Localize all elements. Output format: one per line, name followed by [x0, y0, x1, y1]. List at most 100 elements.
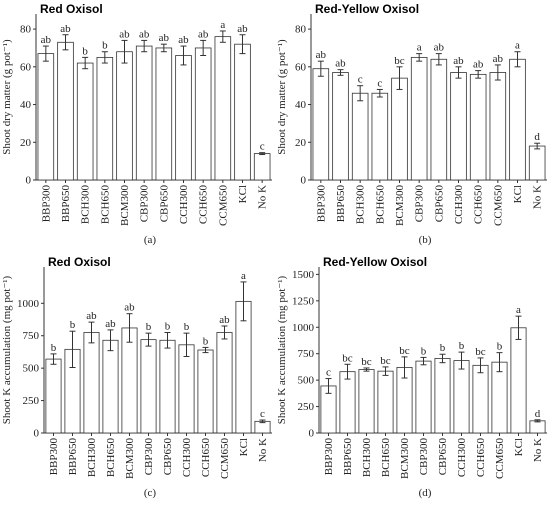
x-tick-label: CBP300 [418, 438, 430, 476]
x-tick-label: BCH650 [105, 438, 117, 478]
x-tick-label: CCH300 [456, 438, 468, 478]
y-tick-label: 1000 [17, 298, 40, 310]
x-tick-label: CBP300 [139, 185, 151, 223]
significance-letter: ab [237, 23, 248, 35]
y-tick-label: 80 [20, 24, 32, 36]
significance-letter: a [417, 42, 422, 54]
x-tick-label: BCH650 [380, 438, 392, 478]
significance-letter: d [534, 131, 540, 143]
bar [178, 344, 195, 434]
bar [469, 73, 487, 181]
panel-caption: (c) [144, 487, 157, 499]
significance-letter: c [326, 367, 331, 379]
significance-letter: b [102, 40, 108, 52]
significance-letter: ab [493, 53, 504, 65]
y-tick-label: 80 [295, 24, 307, 36]
x-tick-label: No K [257, 438, 269, 462]
significance-letter: ab [119, 28, 130, 40]
bar [453, 360, 470, 434]
bar [358, 369, 375, 434]
x-tick-label: BBP300 [40, 185, 52, 223]
bar [159, 339, 176, 434]
x-tick-label: CBP300 [414, 185, 426, 223]
bar [528, 145, 546, 181]
y-tick-label: 1000 [292, 322, 315, 334]
significance-letter: b [165, 320, 171, 332]
significance-letter: ab [335, 58, 346, 70]
y-tick-label: 60 [20, 61, 32, 73]
bar [371, 92, 389, 181]
x-tick-label: BBP650 [67, 438, 79, 476]
y-tick-label: 250 [23, 395, 40, 407]
bar [96, 56, 114, 181]
significance-letter: ab [316, 49, 327, 61]
bar [194, 47, 212, 181]
significance-letter: ab [124, 302, 135, 314]
x-tick-label: BCH300 [86, 438, 98, 478]
bar [121, 327, 138, 434]
panel-title: Red-Yellow Oxisol [315, 2, 419, 16]
x-tick-label: KCl [512, 185, 524, 203]
significance-letter: a [515, 40, 520, 52]
significance-letter: bc [475, 346, 486, 358]
significance-letter: b [459, 340, 465, 352]
x-tick-label: KCl [237, 185, 249, 203]
bar [509, 58, 526, 181]
bar [415, 360, 432, 434]
y-axis-label: Shoot dry matter (g pot⁻¹) [276, 39, 288, 155]
bar [45, 358, 62, 434]
x-tick-label: BCH650 [374, 185, 386, 225]
significance-letter: ab [219, 314, 230, 326]
x-tick-label: No K [532, 438, 544, 462]
y-tick-label: 750 [23, 330, 40, 342]
y-axis-label: Shoot K accumulation (mg pot⁻¹) [1, 275, 13, 424]
significance-letter: c [377, 77, 382, 89]
significance-letter: b [51, 342, 57, 354]
significance-letter: a [220, 19, 225, 31]
bar [312, 68, 330, 181]
bar [140, 339, 157, 434]
bar [410, 56, 428, 181]
significance-letter: c [260, 408, 265, 420]
significance-letter: ab [473, 59, 484, 71]
x-tick-label: CCM650 [494, 438, 506, 479]
significance-letter: ab [434, 42, 445, 54]
bar [216, 332, 233, 434]
panel-caption: (b) [419, 234, 432, 246]
bar [83, 332, 100, 434]
significance-letter: b [70, 319, 76, 331]
y-tick-label: 20 [20, 137, 32, 149]
x-tick-label: BCM300 [399, 438, 411, 479]
x-tick-label: CCH650 [475, 438, 487, 478]
significance-letter: c [260, 141, 265, 153]
y-tick-label: 0 [309, 428, 315, 440]
bar [430, 58, 448, 181]
significance-letter: bc [361, 356, 372, 368]
bar [37, 53, 55, 181]
significance-letter: ab [198, 28, 209, 40]
x-tick-label: BCH650 [99, 185, 111, 225]
x-tick-label: BCM300 [119, 185, 131, 226]
significance-letter: bc [342, 352, 353, 364]
y-tick-label: 40 [295, 99, 307, 111]
significance-letter: ab [139, 28, 150, 40]
significance-letter: ab [453, 55, 464, 67]
y-tick-label: 1500 [292, 269, 315, 281]
bar [214, 36, 232, 181]
x-tick-label: CCH650 [473, 185, 485, 225]
significance-letter: ab [105, 318, 116, 330]
bar [489, 72, 507, 181]
significance-letter: bc [399, 345, 410, 357]
significance-letter: d [535, 408, 541, 420]
y-tick-label: 750 [298, 348, 315, 360]
bar [76, 62, 94, 181]
x-tick-label: CCH300 [181, 438, 193, 478]
panel-caption: (d) [419, 487, 432, 499]
bar [391, 77, 408, 181]
x-tick-label: No K [257, 185, 269, 209]
bar [116, 51, 133, 181]
panel-title: Red Oxisol [40, 2, 103, 16]
bar [155, 47, 173, 181]
significance-letter: b [497, 341, 503, 353]
